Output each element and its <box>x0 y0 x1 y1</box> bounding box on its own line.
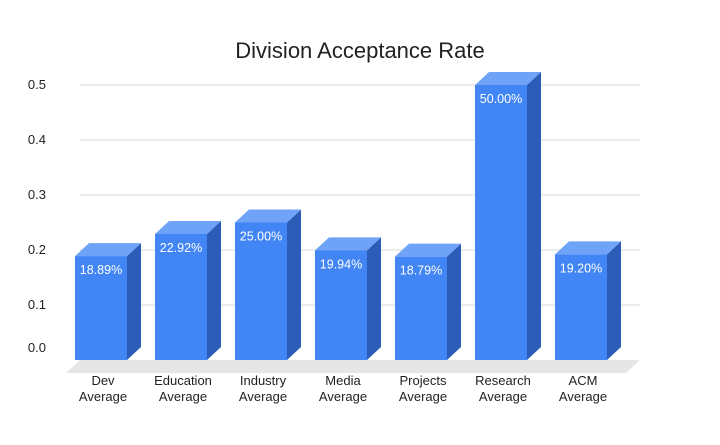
bar-front <box>235 222 287 360</box>
bar-side <box>207 220 221 360</box>
bar-side <box>527 72 541 360</box>
data-label: 50.00% <box>480 92 522 106</box>
bar-side <box>447 243 461 360</box>
bar-top <box>315 237 381 251</box>
bar-front <box>315 250 367 360</box>
bar-side <box>607 241 621 360</box>
y-tick-label: 0.3 <box>28 187 46 202</box>
bar-top <box>395 243 461 257</box>
x-tick-label: Projects Average <box>399 373 447 404</box>
bar-top <box>475 72 541 85</box>
bar <box>475 72 541 360</box>
x-tick-label: ACM Average <box>559 373 607 404</box>
y-tick-label: 0.1 <box>28 297 46 312</box>
bar-side <box>287 209 301 360</box>
floor-plane <box>66 360 640 373</box>
data-label: 25.00% <box>240 230 282 244</box>
bars <box>75 72 621 360</box>
bar <box>155 220 221 360</box>
bar-front <box>395 256 447 360</box>
bar <box>555 241 621 360</box>
bar-front <box>75 256 127 360</box>
y-tick-label: 0.2 <box>28 242 46 257</box>
bar-top <box>235 209 301 223</box>
x-tick-label: Media Average <box>319 373 367 404</box>
x-tick-label: Dev Average <box>79 373 127 404</box>
bar-top <box>75 243 141 257</box>
bar-side <box>127 243 141 360</box>
chart-title: Division Acceptance Rate <box>235 38 485 63</box>
bar <box>235 209 301 360</box>
bar <box>395 243 461 360</box>
bar-front <box>475 85 527 360</box>
data-label: 18.79% <box>400 264 442 278</box>
bar-side <box>367 237 381 360</box>
y-tick-label: 0.0 <box>28 340 46 355</box>
bar-front <box>555 254 607 360</box>
x-tick-label: Education Average <box>154 373 212 404</box>
data-labels: 18.89% 22.92% 25.00% 19.94% 18.79% 50.00% 19.2… <box>80 92 602 278</box>
bar <box>75 243 141 360</box>
chart-floor <box>66 360 640 373</box>
data-label: 19.20% <box>560 261 602 275</box>
bar <box>315 237 381 360</box>
x-axis-ticks: Dev Average Education Average Industry Averag… <box>79 373 607 404</box>
bar-top <box>555 241 621 255</box>
data-label: 22.92% <box>160 241 202 255</box>
y-tick-label: 0.5 <box>28 77 46 92</box>
x-tick-label: Industry Average <box>239 373 287 404</box>
bar-top <box>155 220 221 234</box>
bar-front <box>155 233 207 360</box>
y-tick-label: 0.4 <box>28 132 46 147</box>
y-axis-ticks: 0.0 0.1 0.2 0.3 0.4 0.5 <box>28 77 46 355</box>
data-label: 18.89% <box>80 263 122 277</box>
data-label: 19.94% <box>320 257 362 271</box>
x-tick-label: Research Average <box>475 373 531 404</box>
